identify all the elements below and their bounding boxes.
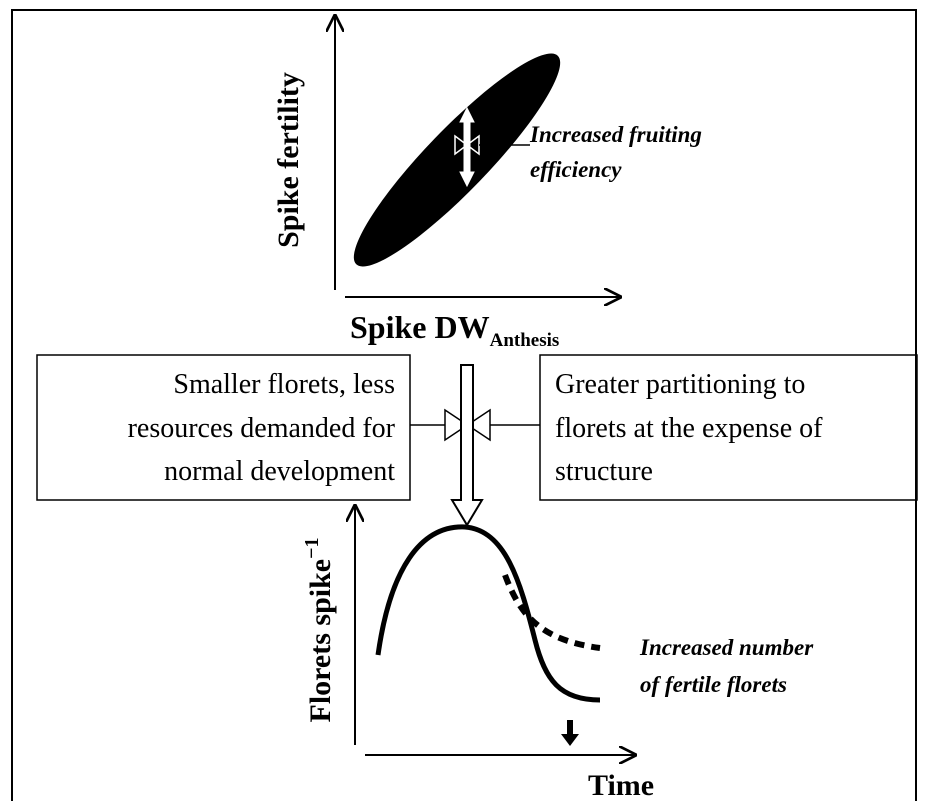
frame [11, 9, 917, 801]
right-box [539, 354, 918, 501]
box-text: normal development [164, 456, 395, 487]
hollow-arrow [450, 364, 484, 527]
annotation: Increased number [639, 635, 814, 660]
label-main: Spike DW [350, 309, 490, 345]
left-box [36, 354, 411, 501]
x-axis-label: Time [588, 769, 654, 801]
label-subscript: Anthesis [490, 330, 560, 351]
box-text: florets at the expense of [555, 413, 823, 444]
double-arrow [459, 106, 475, 188]
annotation: of fertile florets [640, 672, 787, 697]
bow-tie [454, 134, 480, 156]
box-text: resources demanded for [128, 413, 396, 444]
box-text: structure [555, 456, 653, 487]
solid-curve [375, 524, 601, 703]
box-text: Smaller florets, less [173, 369, 395, 400]
label-superscript: −1 [301, 537, 323, 558]
x-axis-label: Spike DWAnthesis [350, 309, 559, 351]
down-arrow [561, 720, 579, 746]
ellipse [353, 53, 561, 267]
annotation: efficiency [530, 157, 622, 182]
dashed-curve [502, 573, 601, 651]
annotation: Increased fruiting [529, 122, 702, 147]
y-axis-label: Florets spike−1 [301, 537, 337, 722]
box-text: Greater partitioning to [555, 369, 805, 400]
label-main: Florets spike [304, 559, 337, 723]
y-axis-label: Spike fertility [272, 72, 305, 248]
